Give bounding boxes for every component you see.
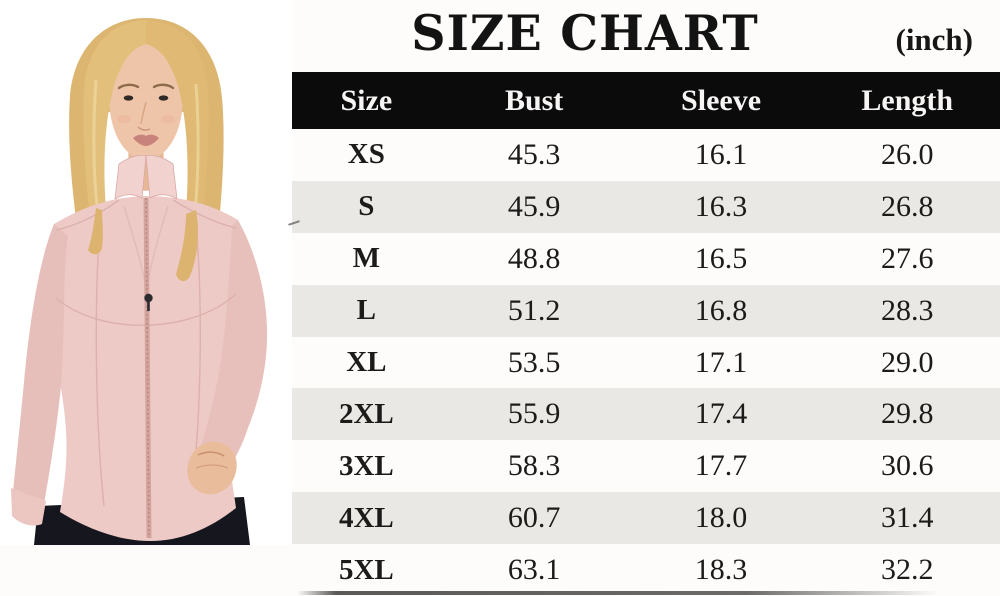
jacket-collar-right <box>145 154 178 200</box>
cell-sleeve: 17.1 <box>694 345 748 379</box>
jacket-sleeve-right <box>196 220 268 474</box>
cell-sleeve: 16.3 <box>694 189 748 223</box>
page-title: SIZE CHART <box>411 4 759 62</box>
table-row-3xl: 3XL 58.3 17.7 30.6 <box>292 440 1000 492</box>
cell-length: 27.6 <box>880 241 934 275</box>
table-row-xs: XS 45.3 16.1 26.0 <box>292 129 1000 181</box>
cell-sleeve: 18.3 <box>694 553 748 587</box>
cell-size: S <box>358 190 375 223</box>
cell-bust: 53.5 <box>507 345 561 379</box>
cell-sleeve: 16.8 <box>694 293 748 327</box>
cell-size: L <box>356 294 376 327</box>
cell-bust: 51.2 <box>507 293 561 327</box>
hair-strand-left <box>88 208 103 255</box>
hand-knuckles <box>197 451 225 457</box>
nose-base <box>137 126 151 131</box>
cell-bust: 63.1 <box>507 553 561 587</box>
cell-length: 32.2 <box>880 553 934 587</box>
nose-line <box>140 101 147 125</box>
hand-finger-line <box>195 464 229 469</box>
header-length: Length <box>861 83 954 117</box>
table-body: XS 45.3 16.1 26.0 S 45.9 16.3 26.8 M 48.… <box>292 129 1000 596</box>
cell-length: 26.0 <box>880 137 934 171</box>
cell-bust: 48.8 <box>507 241 561 275</box>
cell-size: M <box>352 242 381 275</box>
jacket-seams <box>55 199 237 507</box>
cell-length: 29.8 <box>880 397 934 431</box>
model-hair-front-right <box>146 20 209 258</box>
cell-bust: 58.3 <box>507 449 561 483</box>
cell-bust: 60.7 <box>507 501 561 535</box>
model-photo <box>0 0 292 545</box>
cell-length: 31.4 <box>880 501 934 535</box>
header-sleeve: Sleeve <box>681 83 762 117</box>
eyebrow-right <box>152 83 175 90</box>
cell-sleeve: 16.5 <box>694 241 748 275</box>
model-face <box>109 38 183 161</box>
table-row-m: M 48.8 16.5 27.6 <box>292 233 1000 285</box>
cell-sleeve: 17.4 <box>694 397 748 431</box>
jacket-sleeve-left <box>13 224 68 504</box>
cell-size: 5XL <box>338 553 394 586</box>
table-row-2xl: 2XL 55.9 17.4 29.8 <box>292 388 1000 441</box>
cell-length: 30.6 <box>880 449 934 483</box>
cell-size: 2XL <box>338 397 394 430</box>
size-table: Size Bust Sleeve Length XS 45.3 16.1 26.… <box>292 72 1000 596</box>
cell-sleeve: 16.1 <box>694 137 748 171</box>
zipper-pull <box>144 293 153 303</box>
cell-bust: 45.3 <box>507 137 561 171</box>
table-row-l: L 51.2 16.8 28.3 <box>292 284 1000 337</box>
blush-right <box>161 115 175 123</box>
cell-sleeve: 18.0 <box>694 501 748 535</box>
hair-strand-right <box>176 210 198 282</box>
lips <box>133 134 159 146</box>
cell-bust: 45.9 <box>507 189 561 223</box>
unit-label: (inch) <box>895 22 974 57</box>
blush-left <box>117 115 131 123</box>
jacket-cuff-left <box>11 488 46 526</box>
eyebrow-left <box>117 83 140 90</box>
table-row-s: S 45.9 16.3 26.8 <box>292 180 1000 233</box>
cell-size: 3XL <box>338 449 394 482</box>
table-row-xl: XL 53.5 17.1 29.0 <box>292 337 1000 389</box>
cell-length: 28.3 <box>880 293 934 327</box>
cell-size: XS <box>347 138 385 171</box>
cell-length: 29.0 <box>880 345 934 379</box>
cell-bust: 55.9 <box>507 397 561 431</box>
zipper-teeth <box>145 197 150 539</box>
eye-left <box>123 95 134 101</box>
cell-size: 4XL <box>338 501 394 534</box>
table-row-4xl: 4XL 60.7 18.0 31.4 <box>292 492 1000 545</box>
model-hair-front-left <box>83 20 146 250</box>
table-header-row: Size Bust Sleeve Length <box>292 72 1000 129</box>
cell-length: 26.8 <box>880 189 934 223</box>
table-row-5xl: 5XL 63.1 18.3 32.2 <box>292 544 1000 596</box>
eye-right <box>158 95 169 101</box>
header-bust: Bust <box>504 83 564 117</box>
cell-size: XL <box>346 346 387 378</box>
cell-sleeve: 17.7 <box>694 449 748 483</box>
table-bottom-edge <box>297 591 939 595</box>
header-size: Size <box>340 83 393 117</box>
